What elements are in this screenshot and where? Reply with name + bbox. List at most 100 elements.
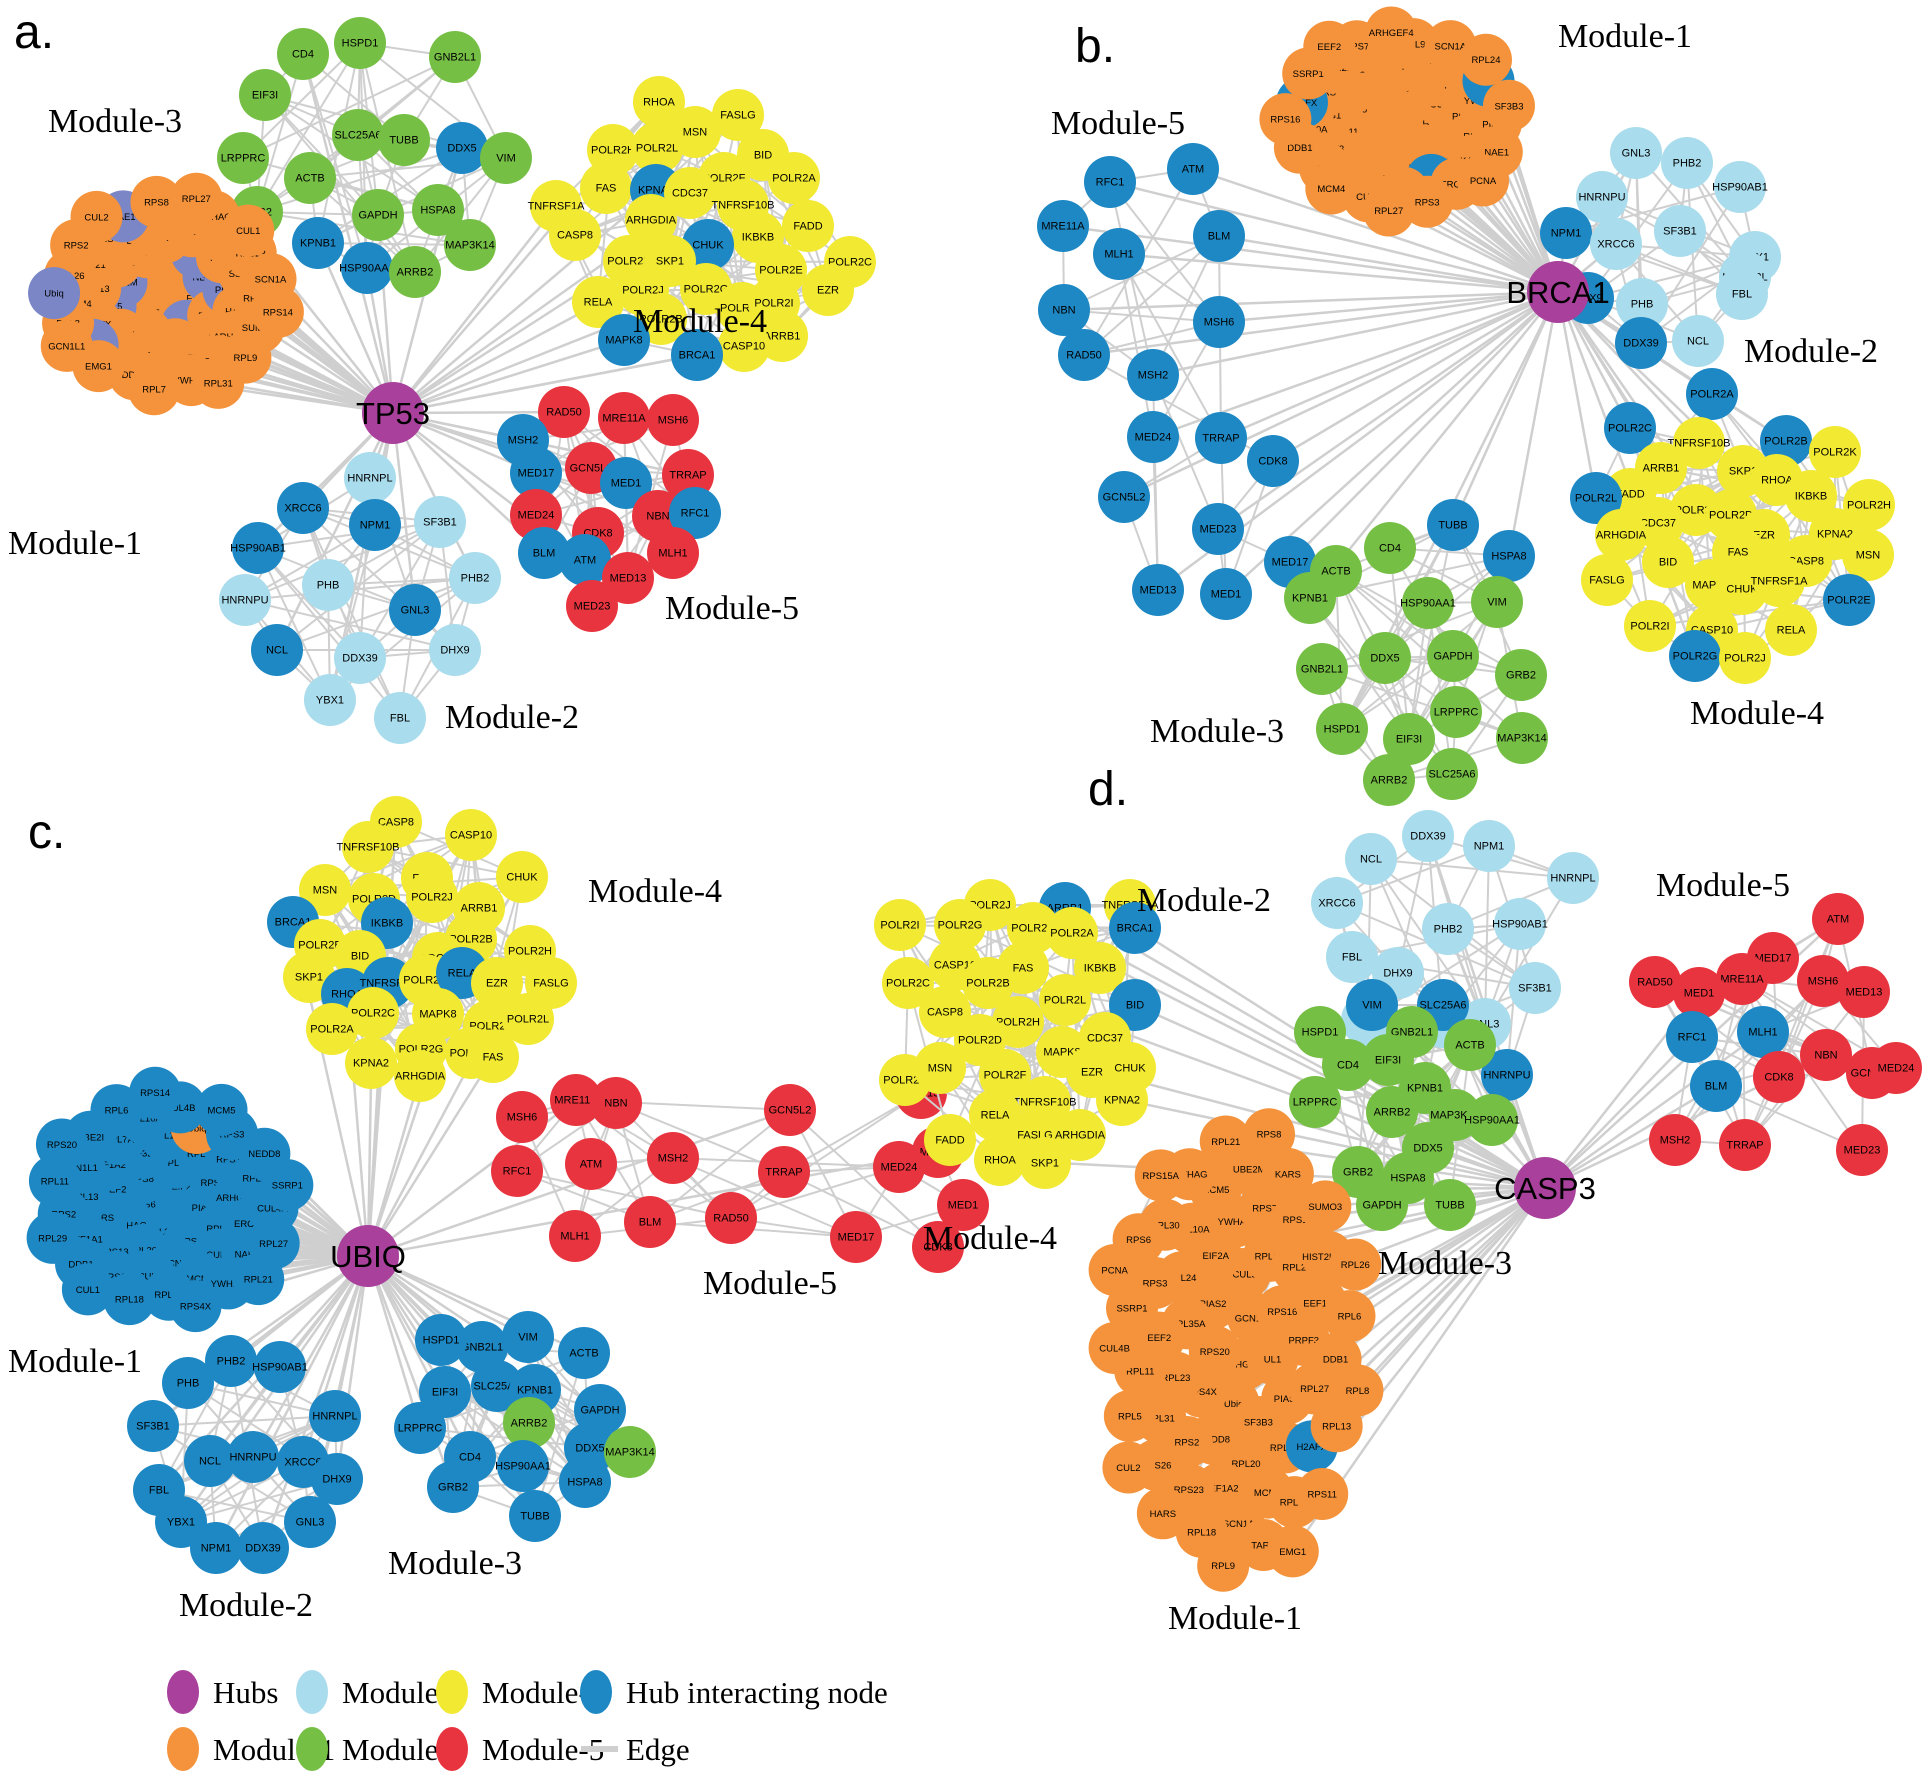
node-KPNB1[interactable] <box>292 217 344 269</box>
node-POLR2C[interactable] <box>347 987 399 1039</box>
node-MED24[interactable] <box>873 1141 925 1193</box>
node-MSH6[interactable] <box>1797 955 1849 1007</box>
node-MLH1[interactable] <box>549 1210 601 1262</box>
node-GCN1L1[interactable] <box>40 319 93 372</box>
node-RPS20[interactable] <box>35 1118 88 1171</box>
node-GNB2L1[interactable] <box>456 1321 508 1373</box>
node-ATM[interactable] <box>1812 893 1864 945</box>
node-BLM[interactable] <box>1690 1060 1742 1112</box>
node-GCN5L2[interactable] <box>764 1084 816 1136</box>
node-EIF3I[interactable] <box>239 69 291 121</box>
node-RPL27[interactable] <box>1362 184 1415 237</box>
node-CHUK[interactable] <box>496 851 548 903</box>
node-RPL21[interactable] <box>232 1253 285 1306</box>
node-SLC25A6[interactable] <box>332 109 384 161</box>
node-RPL27[interactable] <box>170 172 223 225</box>
node-DDX39[interactable] <box>1615 317 1667 369</box>
node-MED1[interactable] <box>1673 967 1725 1019</box>
node-NCL[interactable] <box>251 624 303 676</box>
node-LRPPRC[interactable] <box>394 1402 446 1454</box>
node-MRE11A[interactable] <box>1037 200 1089 252</box>
node-FADD[interactable] <box>924 1114 976 1166</box>
node-PHB2[interactable] <box>1422 903 1474 955</box>
node-MED1[interactable] <box>937 1179 989 1231</box>
node-SF3B1[interactable] <box>1654 205 1706 257</box>
node-TUBB[interactable] <box>378 114 430 166</box>
node-HSPA8[interactable] <box>412 184 464 236</box>
node-SKP1[interactable] <box>1019 1137 1071 1189</box>
node-HSP90AA1[interactable] <box>1466 1094 1518 1146</box>
node-MED24[interactable] <box>1127 411 1179 463</box>
node-CASP10[interactable] <box>445 809 497 861</box>
node-MCM4[interactable] <box>1305 162 1358 215</box>
node-ARHGDIA[interactable] <box>1054 1109 1106 1161</box>
node-XRCC6[interactable] <box>1311 877 1363 929</box>
node-GAPDH[interactable] <box>352 189 404 241</box>
node-DDX39[interactable] <box>237 1522 289 1574</box>
node-FAS[interactable] <box>467 1031 519 1083</box>
node-HSP90AA1[interactable] <box>1402 577 1454 629</box>
node-SF3B1[interactable] <box>414 496 466 548</box>
node-TRRAP[interactable] <box>758 1146 810 1198</box>
node-RPL21[interactable] <box>1199 1115 1252 1168</box>
node-RAD50[interactable] <box>1058 329 1110 381</box>
node-BRCA1[interactable] <box>671 329 723 381</box>
node-RPS4X[interactable] <box>169 1280 222 1333</box>
node-FASLG[interactable] <box>1581 554 1633 606</box>
node-NPM1[interactable] <box>349 499 401 551</box>
node-FAS[interactable] <box>580 162 632 214</box>
node-POLR2B[interactable] <box>962 957 1014 1009</box>
node-DHX9[interactable] <box>429 624 481 676</box>
node-RPL24[interactable] <box>1459 33 1512 86</box>
node-NCL[interactable] <box>1345 833 1397 885</box>
node-GNL3[interactable] <box>389 584 441 636</box>
node-EZR[interactable] <box>802 264 854 316</box>
node-DDX39[interactable] <box>334 632 386 684</box>
node-ACTB[interactable] <box>284 152 336 204</box>
node-RPS15A[interactable] <box>1134 1149 1187 1202</box>
node-GNL3[interactable] <box>1610 127 1662 179</box>
node-MED17[interactable] <box>830 1211 882 1263</box>
node-HSP90AA1[interactable] <box>341 242 393 294</box>
node-BID[interactable] <box>1642 536 1694 588</box>
node-CDK8[interactable] <box>912 1221 964 1273</box>
node-SF3B3[interactable] <box>1482 79 1535 132</box>
node-HARS[interactable] <box>1136 1487 1189 1540</box>
node-POLR2A[interactable] <box>1686 368 1738 420</box>
node-IKBKB[interactable] <box>1074 942 1126 994</box>
node-MCM5[interactable] <box>195 1083 248 1136</box>
node-GNB2L1[interactable] <box>429 31 481 83</box>
node-RAD50[interactable] <box>1629 956 1681 1008</box>
node-POLR2F[interactable] <box>979 1049 1031 1101</box>
node-EMG1[interactable] <box>1266 1525 1319 1578</box>
node-MSN[interactable] <box>1842 529 1894 581</box>
node-HNRNPL[interactable] <box>1547 852 1599 904</box>
node-EEF2[interactable] <box>1303 20 1356 73</box>
node-ARHGDIA[interactable] <box>1595 509 1647 561</box>
hub-node-brca1[interactable] <box>1527 261 1589 323</box>
node-RPS14[interactable] <box>129 1066 182 1119</box>
node-SUMO3[interactable] <box>1299 1180 1352 1233</box>
node-POLR2A[interactable] <box>1046 907 1098 959</box>
node-POLR2K[interactable] <box>1007 902 1059 954</box>
node-CD4[interactable] <box>1322 1039 1374 1091</box>
node-MED24[interactable] <box>1870 1042 1922 1094</box>
node-RAD50[interactable] <box>705 1192 757 1244</box>
node-POLR2I[interactable] <box>874 899 926 951</box>
node-PHB2[interactable] <box>449 552 501 604</box>
node-MLH1[interactable] <box>647 527 699 579</box>
node-RELA[interactable] <box>969 1089 1021 1141</box>
node-CASP10[interactable] <box>718 320 770 372</box>
node-RPS11[interactable] <box>1296 1468 1349 1521</box>
node-TNFRSF1A[interactable] <box>1753 555 1805 607</box>
node-ARHGDIA[interactable] <box>625 194 677 246</box>
node-DDX5[interactable] <box>1359 632 1411 684</box>
node-HSPD1[interactable] <box>334 17 386 69</box>
node-CASP8[interactable] <box>549 209 601 261</box>
node-HSP90AA1[interactable] <box>497 1440 549 1492</box>
node-POLR2A[interactable] <box>768 152 820 204</box>
node-HSP90AB1[interactable] <box>1494 898 1546 950</box>
node-POLR2I[interactable] <box>1624 600 1676 652</box>
node-EIF3I[interactable] <box>1383 713 1435 765</box>
node-GCN5L2[interactable] <box>1098 471 1150 523</box>
